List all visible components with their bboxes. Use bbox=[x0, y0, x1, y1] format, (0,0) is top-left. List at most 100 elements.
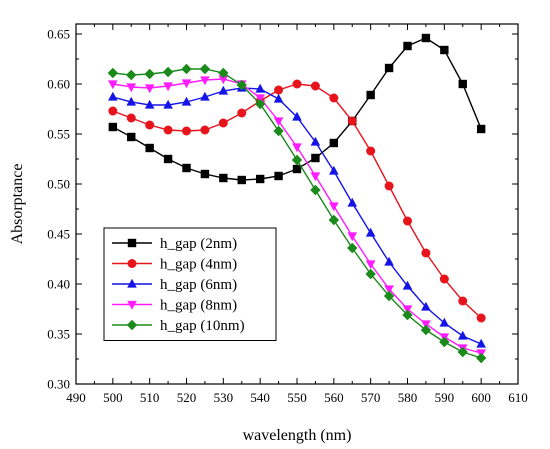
data-point bbox=[254, 98, 266, 110]
data-point bbox=[237, 175, 246, 185]
x-tick-label: 520 bbox=[177, 390, 197, 405]
data-point bbox=[365, 227, 376, 237]
y-tick-label: 0.35 bbox=[47, 327, 70, 342]
data-point bbox=[108, 80, 118, 90]
data-point bbox=[347, 232, 358, 242]
legend-item: h_gap (10nm) bbox=[112, 318, 245, 334]
data-point bbox=[421, 248, 431, 258]
legend-item: h_gap (8nm) bbox=[112, 298, 237, 314]
x-tick-label: 590 bbox=[435, 390, 455, 405]
legend-item: h_gap (6nm) bbox=[112, 277, 237, 293]
legend-marker bbox=[127, 238, 137, 248]
data-point bbox=[421, 33, 431, 43]
data-point bbox=[255, 174, 265, 184]
data-point bbox=[144, 84, 155, 94]
x-axis-title: wavelength (nm) bbox=[243, 427, 352, 444]
data-point bbox=[292, 143, 302, 153]
data-point bbox=[163, 82, 173, 92]
data-point bbox=[366, 90, 375, 100]
x-tick-label: 500 bbox=[103, 390, 123, 405]
y-tick-label: 0.45 bbox=[47, 227, 70, 242]
legend-label: h_gap (8nm) bbox=[160, 298, 237, 314]
data-point bbox=[458, 296, 468, 306]
x-tick-label: 580 bbox=[398, 390, 418, 405]
data-point bbox=[475, 352, 487, 364]
x-tick-label: 510 bbox=[140, 390, 160, 405]
data-point bbox=[291, 154, 303, 166]
data-point bbox=[402, 309, 413, 321]
legend-marker bbox=[126, 319, 138, 331]
data-point bbox=[310, 172, 321, 182]
data-point bbox=[145, 120, 155, 130]
data-point bbox=[384, 181, 394, 191]
data-point bbox=[329, 93, 339, 103]
data-point bbox=[421, 301, 431, 311]
data-point bbox=[218, 85, 229, 95]
y-axis-title: Absorptance bbox=[9, 164, 26, 245]
data-point bbox=[402, 280, 413, 290]
data-point bbox=[365, 268, 376, 280]
data-point bbox=[457, 346, 468, 358]
data-point bbox=[108, 122, 118, 132]
series-1 bbox=[108, 33, 486, 185]
data-point bbox=[273, 117, 284, 127]
legend-label: h_gap (6nm) bbox=[160, 277, 237, 293]
data-point bbox=[218, 118, 228, 128]
data-point bbox=[274, 171, 283, 181]
y-axis: 0.30 0.35 0.40 0.45 0.50 0.55 0.60 0.65 bbox=[47, 27, 518, 392]
data-point bbox=[237, 108, 247, 118]
data-point bbox=[218, 75, 229, 85]
data-point bbox=[273, 125, 284, 137]
data-point bbox=[182, 163, 191, 173]
legend-item: h_gap (2nm) bbox=[112, 236, 237, 252]
data-point bbox=[476, 338, 486, 348]
data-point bbox=[292, 164, 302, 174]
data-point bbox=[145, 143, 154, 153]
data-point bbox=[366, 146, 376, 156]
data-point bbox=[457, 330, 468, 340]
data-point bbox=[439, 336, 450, 348]
data-point bbox=[182, 126, 191, 136]
data-point bbox=[329, 138, 339, 148]
data-point bbox=[458, 79, 467, 89]
data-point bbox=[200, 76, 210, 86]
data-point bbox=[218, 67, 229, 79]
data-point bbox=[163, 99, 173, 109]
x-tick-label: 490 bbox=[66, 390, 86, 405]
data-point bbox=[144, 68, 155, 80]
x-axis: 490 500 510 520 530 540 550 560 570 580 590 600 610 bbox=[66, 24, 528, 405]
data-point bbox=[347, 197, 358, 207]
legend-item: h_gap (4nm) bbox=[112, 257, 237, 273]
data-point bbox=[476, 124, 486, 134]
data-point bbox=[273, 93, 284, 103]
data-point bbox=[310, 81, 320, 91]
data-point bbox=[162, 66, 174, 78]
data-point bbox=[403, 216, 412, 226]
data-point bbox=[421, 320, 431, 330]
y-tick-label: 0.30 bbox=[47, 377, 70, 392]
data-point bbox=[310, 184, 321, 196]
data-point bbox=[384, 256, 394, 266]
data-point bbox=[384, 63, 394, 73]
data-point bbox=[384, 285, 394, 295]
series-2 bbox=[108, 79, 486, 323]
legend-marker bbox=[127, 278, 137, 288]
x-tick-label: 530 bbox=[214, 390, 234, 405]
legend-marker bbox=[127, 259, 137, 268]
data-point bbox=[476, 313, 486, 323]
y-tick-label: 0.55 bbox=[47, 127, 70, 142]
y-tick-label: 0.60 bbox=[47, 77, 70, 92]
legend-label: h_gap (4nm) bbox=[160, 257, 237, 273]
data-point bbox=[328, 214, 340, 226]
y-tick-label: 0.65 bbox=[47, 27, 70, 42]
data-point bbox=[126, 69, 137, 81]
data-point bbox=[126, 113, 136, 123]
data-point bbox=[310, 136, 321, 146]
data-point bbox=[383, 290, 395, 302]
x-tick-label: 610 bbox=[508, 390, 528, 405]
data-point bbox=[365, 260, 376, 270]
legend-marker bbox=[127, 300, 137, 310]
data-point bbox=[181, 79, 192, 89]
data-point bbox=[236, 79, 247, 91]
data-point bbox=[200, 125, 210, 135]
